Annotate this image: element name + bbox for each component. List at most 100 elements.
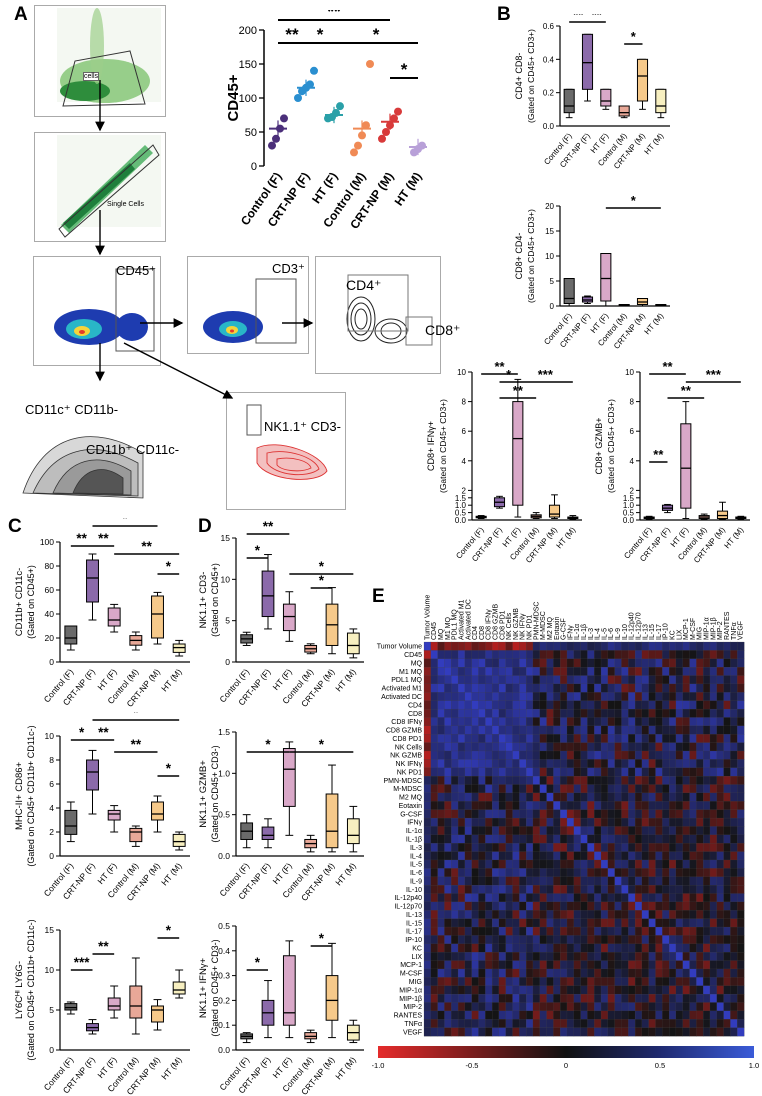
heatmap-cell	[485, 851, 493, 861]
heatmap-cell	[539, 658, 547, 668]
heatmap-cell	[478, 683, 486, 693]
heatmap-cell	[519, 708, 527, 718]
heatmap-cell	[587, 784, 595, 794]
heatmap-cell	[566, 809, 575, 819]
heatmap-cell	[621, 993, 629, 1003]
heatmap-cell	[519, 868, 527, 878]
heatmap-cell	[580, 658, 588, 668]
heatmap-cell	[546, 985, 554, 995]
heatmap-cell	[696, 893, 704, 903]
heatmap-cell	[689, 717, 697, 727]
heatmap-cell	[730, 826, 738, 836]
heatmap-cell	[423, 776, 432, 785]
heatmap-cell	[614, 1002, 622, 1012]
heatmap-cell	[553, 968, 561, 978]
heatmap-cell	[546, 675, 554, 685]
heatmap-cell	[614, 901, 622, 911]
heatmap-cell	[696, 742, 704, 752]
heatmap-cell	[498, 683, 507, 693]
heatmap-cell	[634, 784, 643, 794]
heatmap-cell	[716, 725, 724, 735]
heatmap-cell	[444, 1019, 452, 1029]
heatmap-cell	[614, 750, 622, 760]
heatmap-cell	[696, 901, 704, 911]
y-tick-label: 0.5	[455, 509, 467, 518]
row-label: IP-10	[405, 937, 422, 944]
heatmap-cell	[669, 918, 677, 928]
heatmap-cell	[553, 893, 561, 903]
heatmap-cell	[451, 876, 459, 886]
heatmap-cell	[539, 885, 547, 894]
y-tick-label: 20	[545, 202, 554, 211]
heatmap-cell	[539, 993, 547, 1003]
heatmap-cell	[696, 767, 704, 777]
heatmap-cell	[669, 859, 677, 869]
heatmap-cell	[634, 901, 643, 911]
heatmap-cell	[641, 918, 650, 928]
heatmap-cell	[594, 817, 602, 827]
heatmap-cell	[614, 784, 622, 794]
heatmap-cell	[703, 717, 711, 727]
heatmap-cell	[655, 868, 663, 878]
heatmap-cell	[560, 708, 568, 718]
heatmap-cell	[682, 667, 690, 676]
heatmap-cell	[444, 809, 452, 819]
heatmap-cell	[464, 784, 473, 794]
heatmap-cell	[594, 784, 602, 794]
heatmap-cell	[560, 750, 568, 760]
y-tick-label: 10	[45, 965, 55, 975]
heatmap-cell	[682, 767, 690, 777]
heatmap-cell	[709, 918, 718, 928]
heatmap-cell	[730, 968, 738, 978]
heatmap-cell	[457, 910, 466, 920]
heatmap-cell	[437, 708, 445, 718]
heatmap-cell	[614, 843, 622, 852]
heatmap-cell	[519, 725, 527, 735]
heatmap-cell	[696, 725, 704, 735]
heatmap-cell	[471, 725, 479, 735]
heatmap-cell	[594, 1027, 602, 1037]
row-label: KC	[412, 945, 422, 952]
heatmap-cell	[634, 1027, 643, 1037]
heatmap-cell	[519, 968, 527, 978]
heatmap-cell	[430, 901, 439, 911]
heatmap-cell	[505, 675, 513, 685]
heatmap-cell	[737, 960, 745, 970]
y-tick-label: 0.0	[455, 516, 467, 525]
heatmap-cell	[532, 767, 541, 777]
heatmap-cell	[553, 650, 561, 660]
heatmap-cell	[737, 708, 745, 718]
heatmap-cell	[566, 943, 575, 953]
heatmap-cell	[716, 641, 724, 651]
heatmap-cell	[621, 943, 629, 953]
heatmap-cell	[594, 926, 602, 936]
heatmap-cell	[703, 1019, 711, 1029]
row-label: G-CSF	[400, 811, 422, 818]
heatmap-cell	[662, 734, 670, 743]
heatmap-cell	[478, 658, 486, 668]
heatmap-cell	[498, 767, 507, 777]
heatmap-cell	[485, 943, 493, 953]
heatmap-cell	[566, 667, 575, 676]
heatmap-cell	[560, 1027, 568, 1037]
sig-label: **	[513, 383, 524, 398]
heatmap-cell	[587, 708, 595, 718]
heatmap-cell	[485, 901, 493, 911]
heatmap-cell	[457, 826, 466, 836]
heatmap-cell	[505, 893, 513, 903]
col-label: IL-9	[615, 628, 622, 640]
col-label: NK Cells	[506, 612, 513, 640]
heatmap-cell	[594, 985, 602, 995]
heatmap-cell	[526, 868, 534, 878]
heatmap-cell	[594, 801, 602, 811]
heatmap-cell	[546, 926, 554, 936]
heatmap-cell	[723, 708, 731, 718]
row-label: Activated M1	[382, 686, 423, 693]
heatmap-cell	[532, 742, 541, 752]
heatmap-cell	[696, 1027, 704, 1037]
heatmap-cell	[526, 641, 534, 651]
heatmap-cell	[662, 910, 670, 920]
y-tick-label: 60	[45, 585, 55, 595]
heatmap-cell	[600, 876, 609, 886]
